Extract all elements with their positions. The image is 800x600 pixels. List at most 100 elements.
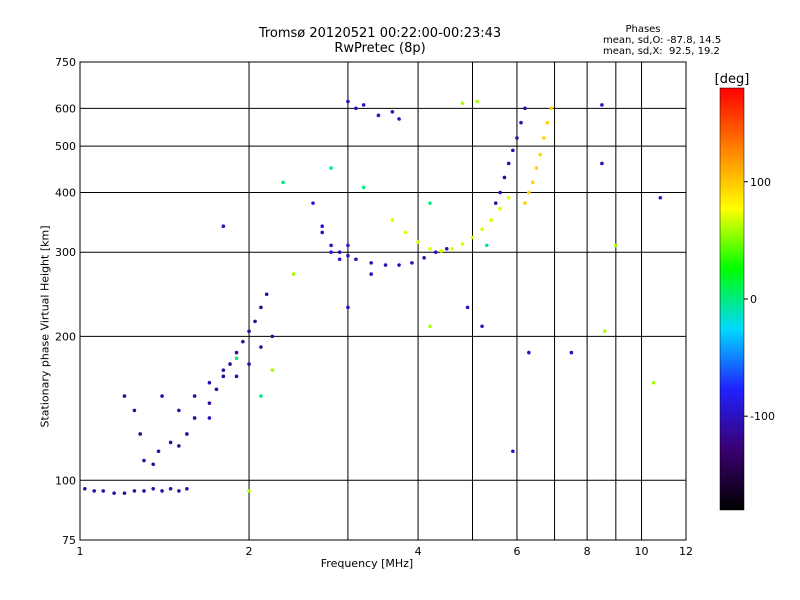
colorbar-tick-label: 0 <box>750 293 757 306</box>
data-point <box>221 374 226 379</box>
data-point <box>600 103 604 107</box>
data-point <box>247 489 251 493</box>
data-point <box>651 380 656 385</box>
chart-subtitle: RwPretec (8p) <box>334 41 426 56</box>
data-point <box>428 324 432 329</box>
data-point <box>602 329 607 334</box>
data-point <box>480 227 484 232</box>
data-point <box>138 432 143 436</box>
data-point <box>542 136 546 140</box>
data-point <box>337 250 342 255</box>
data-point <box>156 449 161 454</box>
data-point <box>177 408 181 413</box>
data-point <box>320 224 325 229</box>
plot-area <box>80 62 686 540</box>
y-tick-label: 75 <box>62 534 76 547</box>
data-point <box>354 106 358 111</box>
data-point <box>122 394 127 398</box>
data-point <box>530 180 535 185</box>
data-point <box>428 246 432 251</box>
data-point <box>177 489 181 493</box>
chart-title: Tromsø 20120521 00:22:00-00:23:43 <box>258 26 502 41</box>
data-point <box>354 257 358 262</box>
data-point <box>369 261 373 265</box>
data-point <box>132 408 137 413</box>
data-point <box>320 230 325 235</box>
y-tick-label: 500 <box>55 140 76 153</box>
data-point <box>329 250 333 255</box>
data-point <box>168 486 173 491</box>
data-point <box>329 166 333 170</box>
data-point <box>534 166 539 170</box>
x-axis-label: Frequency [MHz] <box>320 557 414 570</box>
data-point <box>460 101 465 105</box>
data-point <box>346 305 350 310</box>
data-point <box>658 195 663 200</box>
y-tick-label: 200 <box>55 330 76 343</box>
data-point <box>259 345 263 349</box>
data-point <box>506 195 511 200</box>
data-point <box>151 486 155 491</box>
data-point <box>264 292 269 297</box>
data-point <box>511 449 515 454</box>
data-point <box>484 243 489 248</box>
data-point <box>480 324 484 329</box>
y-tick-label: 300 <box>55 246 76 259</box>
data-point <box>214 387 219 392</box>
y-tick-label: 750 <box>55 56 76 69</box>
data-point <box>383 263 388 267</box>
y-tick-label: 400 <box>55 186 76 199</box>
data-point <box>433 250 438 255</box>
data-point <box>511 148 515 153</box>
x-tick-label: 2 <box>246 545 253 558</box>
data-point <box>600 161 604 166</box>
data-point <box>549 106 553 111</box>
colorbar-tick-label: -100 <box>750 410 775 423</box>
data-point <box>498 206 502 211</box>
data-point <box>234 356 239 361</box>
data-point <box>493 201 498 205</box>
data-point <box>460 242 465 246</box>
data-point <box>192 394 197 398</box>
stats-heading: Phases <box>625 24 661 35</box>
data-point <box>346 243 350 248</box>
data-point <box>160 394 164 398</box>
data-point <box>390 218 395 223</box>
data-point <box>416 240 420 244</box>
data-point <box>270 368 275 372</box>
data-point <box>376 113 381 118</box>
data-point <box>329 243 333 248</box>
data-point <box>234 350 239 355</box>
data-point <box>177 444 181 448</box>
data-point <box>207 380 212 385</box>
data-point <box>221 368 226 372</box>
data-point <box>569 350 574 355</box>
data-point <box>259 394 263 398</box>
data-point <box>489 218 494 223</box>
data-point <box>221 224 226 229</box>
data-point <box>311 201 315 205</box>
data-point <box>253 319 257 324</box>
data-point <box>361 103 366 107</box>
data-point <box>470 235 475 240</box>
data-point <box>122 491 127 495</box>
y-axis-label: Stationary phase Virtual Height [km] <box>38 225 52 428</box>
x-tick-label: 8 <box>584 545 591 558</box>
data-point <box>247 329 251 334</box>
data-point <box>450 246 454 251</box>
data-point <box>506 161 511 166</box>
data-point <box>234 374 239 379</box>
data-point <box>291 272 296 276</box>
data-point <box>410 261 414 265</box>
data-point <box>527 190 531 195</box>
data-point <box>523 106 527 111</box>
data-point <box>527 350 531 355</box>
data-point <box>132 489 137 493</box>
data-point <box>397 117 401 121</box>
stats-x-line: mean, sd,X: 92.5, 19.2 <box>603 46 720 57</box>
data-point <box>160 489 164 493</box>
data-point <box>403 230 408 235</box>
y-tick-label: 600 <box>55 102 76 115</box>
